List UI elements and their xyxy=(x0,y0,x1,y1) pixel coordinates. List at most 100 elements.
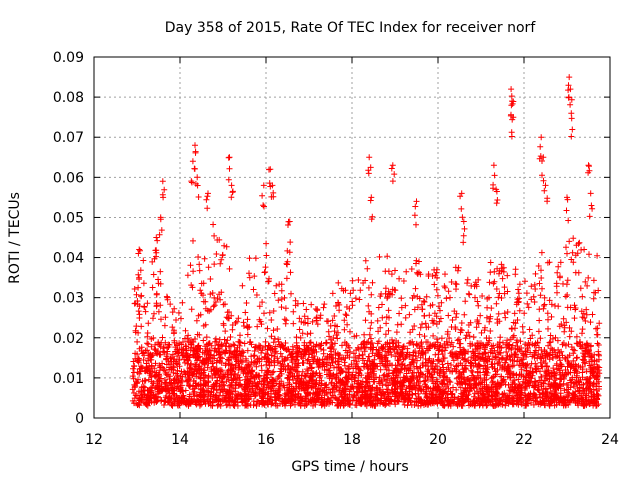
data-point xyxy=(290,320,297,327)
data-point xyxy=(499,391,506,398)
data-point xyxy=(457,326,464,333)
data-point xyxy=(546,381,553,388)
data-point xyxy=(444,342,451,349)
data-point xyxy=(557,259,564,266)
data-point xyxy=(366,154,373,161)
data-point xyxy=(577,364,584,371)
data-point xyxy=(361,348,368,355)
data-point xyxy=(356,370,363,377)
data-point xyxy=(197,345,204,352)
data-point xyxy=(278,296,285,303)
data-point xyxy=(256,386,263,393)
data-point xyxy=(266,362,273,369)
data-point xyxy=(378,397,385,404)
data-point xyxy=(194,174,201,181)
data-point xyxy=(178,315,184,322)
data-point xyxy=(367,197,374,204)
data-point xyxy=(475,363,482,370)
data-point xyxy=(218,349,225,356)
data-point xyxy=(531,281,538,288)
data-point xyxy=(145,341,152,348)
data-point xyxy=(370,344,377,351)
data-point xyxy=(333,303,339,309)
data-point xyxy=(130,375,137,382)
data-point xyxy=(508,325,515,332)
data-point xyxy=(447,294,453,301)
data-point xyxy=(463,358,470,365)
data-point xyxy=(512,320,519,327)
data-point xyxy=(472,353,479,360)
data-point xyxy=(441,347,448,354)
data-point xyxy=(144,300,151,307)
data-point xyxy=(389,391,396,397)
data-point xyxy=(585,274,592,281)
data-point xyxy=(420,349,427,356)
data-point xyxy=(229,326,236,333)
data-point xyxy=(203,196,210,203)
data-point xyxy=(191,388,198,395)
data-point xyxy=(345,342,351,349)
data-point xyxy=(153,372,160,379)
data-point xyxy=(254,398,260,405)
data-point xyxy=(209,393,216,400)
data-point xyxy=(493,383,500,390)
data-point xyxy=(255,372,262,379)
data-point xyxy=(546,297,553,304)
data-point xyxy=(273,397,280,404)
data-point xyxy=(392,374,399,381)
data-point xyxy=(232,355,239,362)
data-point xyxy=(534,340,541,346)
data-point xyxy=(197,365,203,372)
data-point xyxy=(525,339,532,346)
data-point xyxy=(554,289,560,296)
data-point xyxy=(556,274,563,281)
data-point xyxy=(532,378,539,385)
data-point xyxy=(242,355,249,362)
data-point xyxy=(301,387,308,394)
data-point xyxy=(153,234,160,241)
data-point xyxy=(460,369,467,376)
data-point xyxy=(409,326,416,333)
data-point xyxy=(269,182,276,189)
data-point xyxy=(384,389,391,396)
data-point xyxy=(200,371,207,378)
data-point xyxy=(225,367,232,374)
data-point xyxy=(353,358,360,365)
plot-frame xyxy=(93,56,611,419)
data-point xyxy=(453,354,460,361)
data-point xyxy=(593,331,600,338)
data-point xyxy=(226,356,233,363)
data-point xyxy=(148,336,155,342)
data-point xyxy=(446,378,453,385)
data-point xyxy=(583,306,590,313)
data-point xyxy=(401,376,408,383)
data-point xyxy=(487,398,494,405)
data-point xyxy=(159,334,166,341)
data-point xyxy=(321,392,328,399)
data-point xyxy=(570,259,577,266)
data-point xyxy=(359,357,366,364)
data-point xyxy=(188,341,194,348)
data-point xyxy=(414,365,421,372)
data-point xyxy=(217,260,224,267)
data-point xyxy=(309,350,316,357)
data-point xyxy=(527,364,534,371)
data-point xyxy=(290,308,297,315)
data-point xyxy=(192,142,198,149)
data-point xyxy=(187,362,194,368)
data-point xyxy=(150,271,157,278)
data-point xyxy=(516,281,523,288)
data-point xyxy=(528,283,535,290)
data-point xyxy=(565,217,572,224)
data-point xyxy=(472,357,478,364)
data-point xyxy=(412,285,419,292)
data-point xyxy=(503,344,510,351)
data-point xyxy=(319,398,326,405)
data-point xyxy=(489,394,496,400)
data-point xyxy=(576,239,583,246)
data-point xyxy=(393,329,400,336)
data-point xyxy=(582,278,589,285)
data-point xyxy=(532,366,539,373)
data-point xyxy=(474,298,481,305)
data-point xyxy=(246,274,253,281)
